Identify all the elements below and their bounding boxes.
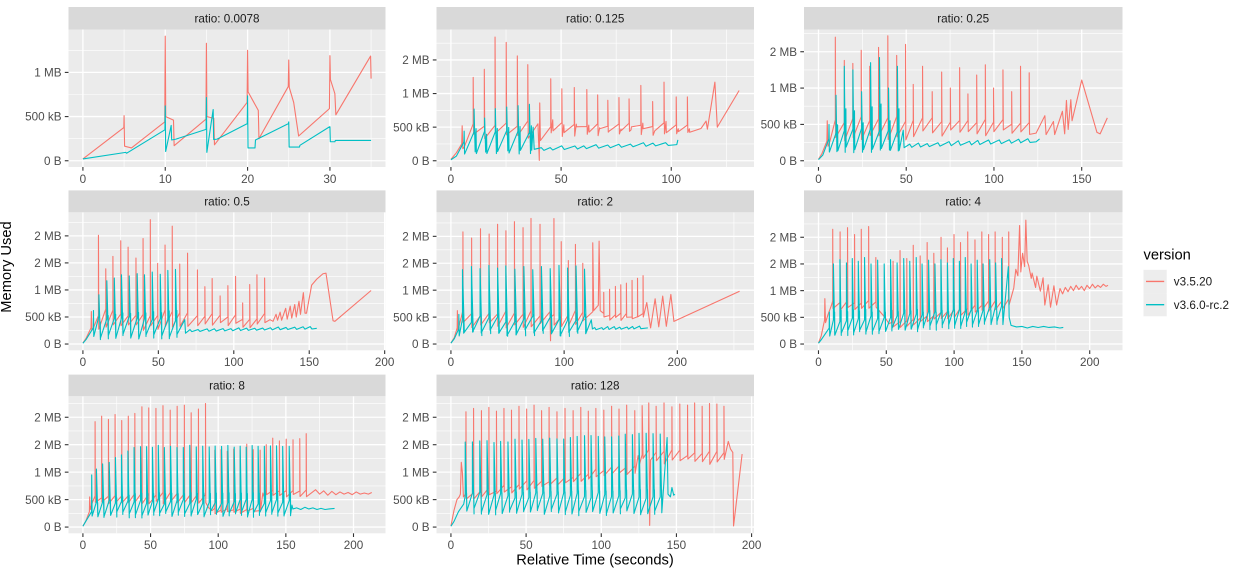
svg-text:50: 50 — [900, 173, 914, 186]
svg-text:50: 50 — [520, 539, 534, 552]
svg-text:v3.6.0-rc.2: v3.6.0-rc.2 — [1174, 299, 1229, 312]
svg-text:100: 100 — [944, 356, 964, 369]
svg-text:500 kB: 500 kB — [393, 494, 430, 507]
svg-text:20: 20 — [241, 173, 255, 186]
svg-text:0: 0 — [80, 356, 87, 369]
svg-text:ratio: 0.5: ratio: 0.5 — [204, 196, 250, 209]
svg-text:150: 150 — [276, 539, 296, 552]
svg-text:30: 30 — [323, 173, 337, 186]
svg-text:150: 150 — [1072, 173, 1092, 186]
svg-text:2 MB: 2 MB — [770, 258, 797, 271]
svg-text:100: 100 — [224, 356, 244, 369]
svg-text:ratio: 2: ratio: 2 — [577, 196, 613, 209]
svg-text:500 kB: 500 kB — [25, 494, 62, 507]
svg-text:ratio: 0.0078: ratio: 0.0078 — [195, 12, 260, 25]
svg-text:2 MB: 2 MB — [402, 411, 429, 424]
svg-text:100: 100 — [554, 356, 574, 369]
svg-text:0: 0 — [80, 539, 87, 552]
svg-text:200: 200 — [1080, 356, 1100, 369]
svg-text:0 B: 0 B — [779, 338, 797, 351]
svg-text:100: 100 — [662, 173, 682, 186]
svg-text:200: 200 — [668, 356, 688, 369]
svg-text:0 B: 0 B — [44, 521, 62, 534]
svg-text:50: 50 — [152, 356, 166, 369]
svg-text:100: 100 — [592, 539, 612, 552]
svg-text:2 MB: 2 MB — [34, 257, 61, 270]
svg-text:ratio: 8: ratio: 8 — [209, 380, 245, 393]
svg-text:100: 100 — [984, 173, 1004, 186]
svg-text:150: 150 — [299, 356, 319, 369]
svg-text:ratio: 0.25: ratio: 0.25 — [937, 12, 989, 25]
svg-text:ratio: 128: ratio: 128 — [571, 380, 620, 393]
svg-text:500 kB: 500 kB — [761, 311, 798, 324]
svg-text:2 MB: 2 MB — [402, 439, 429, 452]
svg-text:1 MB: 1 MB — [34, 284, 61, 297]
svg-text:ratio: 4: ratio: 4 — [945, 196, 981, 209]
svg-text:0 B: 0 B — [412, 155, 430, 168]
svg-text:v3.5.20: v3.5.20 — [1174, 276, 1213, 289]
svg-text:500 kB: 500 kB — [393, 311, 430, 324]
svg-text:0: 0 — [80, 173, 87, 186]
svg-text:1 MB: 1 MB — [402, 88, 429, 101]
svg-text:0: 0 — [448, 356, 455, 369]
svg-text:2 MB: 2 MB — [402, 230, 429, 243]
svg-text:0 B: 0 B — [412, 521, 430, 534]
svg-text:0 B: 0 B — [412, 338, 430, 351]
svg-text:50: 50 — [555, 173, 569, 186]
svg-text:200: 200 — [344, 539, 364, 552]
svg-text:1 MB: 1 MB — [770, 82, 797, 95]
svg-text:50: 50 — [880, 356, 894, 369]
svg-text:1 MB: 1 MB — [402, 284, 429, 297]
svg-text:2 MB: 2 MB — [770, 46, 797, 59]
svg-text:1 MB: 1 MB — [34, 67, 61, 80]
svg-text:500 kB: 500 kB — [761, 119, 798, 132]
svg-text:150: 150 — [667, 539, 687, 552]
svg-text:1 MB: 1 MB — [402, 466, 429, 479]
svg-text:0 B: 0 B — [779, 155, 797, 168]
svg-text:0: 0 — [815, 356, 822, 369]
svg-text:2 MB: 2 MB — [770, 231, 797, 244]
svg-text:0 B: 0 B — [44, 155, 62, 168]
svg-text:500 kB: 500 kB — [25, 311, 62, 324]
svg-text:2 MB: 2 MB — [34, 230, 61, 243]
svg-text:150: 150 — [1012, 356, 1032, 369]
svg-text:2 MB: 2 MB — [402, 54, 429, 67]
svg-text:version: version — [1144, 248, 1191, 264]
svg-text:1 MB: 1 MB — [770, 285, 797, 298]
svg-text:0: 0 — [448, 539, 455, 552]
svg-text:2 MB: 2 MB — [34, 411, 61, 424]
svg-text:2 MB: 2 MB — [34, 439, 61, 452]
svg-text:200: 200 — [375, 356, 395, 369]
svg-text:500 kB: 500 kB — [393, 121, 430, 134]
svg-text:1 MB: 1 MB — [34, 466, 61, 479]
svg-text:2 MB: 2 MB — [402, 257, 429, 270]
svg-text:0: 0 — [448, 173, 455, 186]
svg-text:50: 50 — [144, 539, 158, 552]
svg-text:10: 10 — [159, 173, 173, 186]
svg-text:Relative Time (seconds): Relative Time (seconds) — [516, 552, 674, 568]
svg-text:100: 100 — [208, 539, 228, 552]
svg-text:Memory Used: Memory Used — [0, 221, 15, 312]
svg-text:200: 200 — [742, 539, 762, 552]
svg-text:0: 0 — [815, 173, 822, 186]
svg-text:500 kB: 500 kB — [25, 111, 62, 124]
svg-text:ratio: 0.125: ratio: 0.125 — [566, 12, 625, 25]
svg-text:0 B: 0 B — [44, 338, 62, 351]
